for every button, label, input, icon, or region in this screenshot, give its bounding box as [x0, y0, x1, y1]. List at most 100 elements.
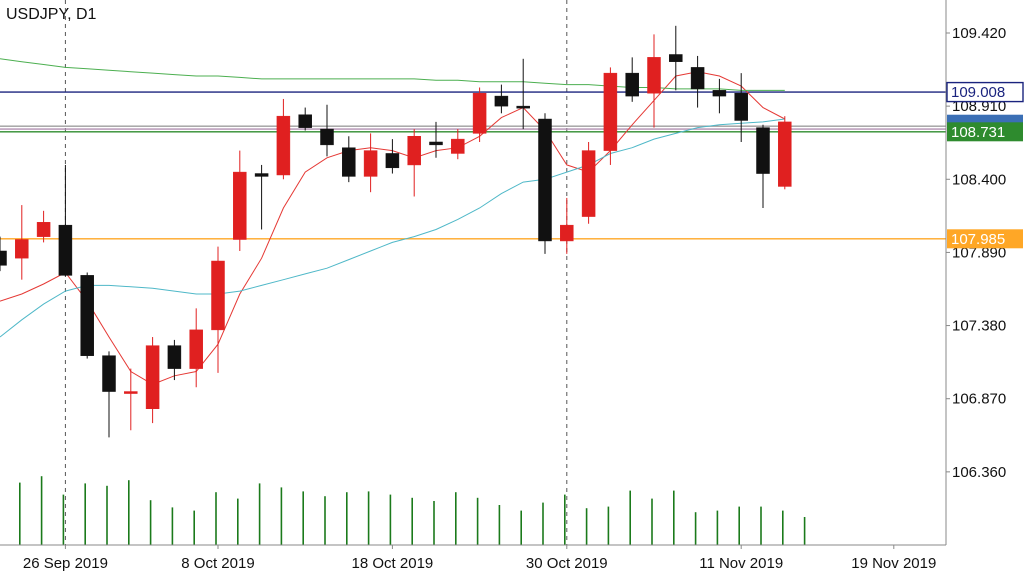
candle-body — [36, 222, 51, 237]
price-tag: 109.008 — [946, 81, 1024, 103]
candle-body — [15, 239, 29, 259]
time-axis: 26 Sep 2019 8 Oct 2019 18 Oct 2019 30 Oct 2… — [23, 545, 936, 572]
candle[interactable] — [734, 73, 748, 142]
candle-body — [669, 54, 683, 62]
candle[interactable] — [102, 351, 116, 438]
time-tick-label: 18 Oct 2019 — [352, 555, 434, 572]
price-tick-label: 108.400 — [952, 171, 1006, 188]
candle[interactable] — [385, 139, 400, 174]
candle[interactable] — [429, 121, 443, 158]
price-tick-label: 107.890 — [952, 244, 1006, 261]
candle[interactable] — [494, 84, 509, 114]
candle-body — [712, 90, 727, 97]
candle-body — [494, 95, 509, 107]
candle-body — [189, 329, 203, 369]
candle-body — [625, 72, 639, 97]
candle-body — [320, 128, 334, 146]
price-axis: 109.420 108.910 108.400 107.890 107.380 106.8… — [946, 25, 1006, 481]
price-tick-label: 106.870 — [952, 391, 1006, 408]
candle-body — [429, 141, 443, 146]
candle[interactable] — [581, 141, 596, 224]
candle-body — [603, 72, 618, 151]
candle[interactable] — [167, 339, 182, 381]
candle[interactable] — [233, 150, 247, 251]
candle-body — [451, 138, 465, 154]
candle[interactable] — [298, 107, 312, 131]
price-tag-box — [947, 229, 1023, 249]
candle[interactable] — [15, 205, 29, 280]
candle[interactable] — [36, 210, 51, 243]
candle[interactable] — [211, 246, 225, 373]
candle-body — [80, 275, 94, 356]
candle[interactable] — [756, 124, 770, 208]
candle[interactable] — [516, 58, 530, 130]
candle[interactable] — [712, 78, 727, 114]
candle[interactable] — [538, 113, 552, 254]
candle[interactable] — [669, 25, 683, 91]
price-tag-box — [947, 122, 1023, 142]
candle-body — [690, 67, 705, 90]
candle-body — [560, 224, 574, 242]
candle-body — [342, 147, 356, 177]
candle-body — [734, 92, 748, 121]
price-tags: 109.008 108.731 107.985 — [946, 81, 1024, 249]
price-tick-label: 107.380 — [952, 318, 1006, 335]
candle-body — [298, 114, 312, 128]
candle[interactable] — [342, 136, 356, 183]
moving-average-line — [0, 118, 785, 338]
candle-body — [538, 118, 552, 242]
candles[interactable] — [0, 25, 792, 438]
candle[interactable] — [472, 87, 487, 142]
price-tag-label: 109.008 — [951, 84, 1005, 101]
time-tick-label: 11 Nov 2019 — [699, 555, 783, 572]
time-tick-label: 30 Oct 2019 — [526, 555, 608, 572]
volume-bars — [18, 476, 806, 545]
candle-body — [145, 345, 160, 410]
price-tag-box — [946, 81, 1024, 103]
candle[interactable] — [80, 272, 94, 359]
candle[interactable] — [254, 164, 269, 230]
time-tick-label: 8 Oct 2019 — [181, 555, 254, 572]
chart-title: USDJPY, D1 — [6, 6, 97, 23]
candle-body — [233, 171, 247, 240]
candle[interactable] — [690, 55, 705, 108]
candle[interactable] — [0, 236, 7, 272]
candle[interactable] — [320, 104, 334, 157]
candle[interactable] — [124, 368, 138, 431]
moving-averages — [0, 58, 786, 385]
candle-body — [0, 250, 7, 266]
price-tag: 108.731 — [947, 122, 1023, 142]
price-tick-label: 109.420 — [952, 25, 1006, 42]
candle[interactable] — [451, 129, 465, 160]
candle[interactable] — [189, 308, 203, 388]
moving-average-line — [0, 71, 786, 385]
candle-body — [472, 92, 487, 134]
price-tag-label: 107.985 — [951, 231, 1005, 248]
candle-body — [124, 391, 138, 394]
candle[interactable] — [363, 133, 378, 193]
time-tick-label: 19 Nov 2019 — [851, 555, 936, 572]
candle[interactable] — [647, 34, 661, 128]
candle-body — [407, 136, 421, 166]
price-tick-label: 108.910 — [952, 98, 1006, 115]
candle[interactable] — [276, 98, 291, 180]
candle[interactable] — [407, 129, 421, 197]
candle-body — [167, 345, 182, 369]
candle-body — [778, 121, 792, 187]
candle-body — [276, 115, 291, 176]
candle-body — [363, 150, 378, 177]
candle[interactable] — [778, 116, 792, 190]
time-tick-label: 26 Sep 2019 — [23, 555, 108, 572]
candle-body — [516, 105, 530, 109]
candle[interactable] — [625, 57, 639, 102]
candle-body — [211, 260, 225, 331]
candle-body — [647, 57, 661, 94]
candle[interactable] — [603, 67, 618, 165]
candle-body — [581, 150, 596, 217]
candle-body — [756, 127, 770, 174]
candle[interactable] — [145, 337, 160, 424]
candle[interactable] — [560, 197, 574, 254]
price-tick-label: 106.360 — [952, 464, 1006, 481]
candle[interactable] — [58, 164, 73, 277]
